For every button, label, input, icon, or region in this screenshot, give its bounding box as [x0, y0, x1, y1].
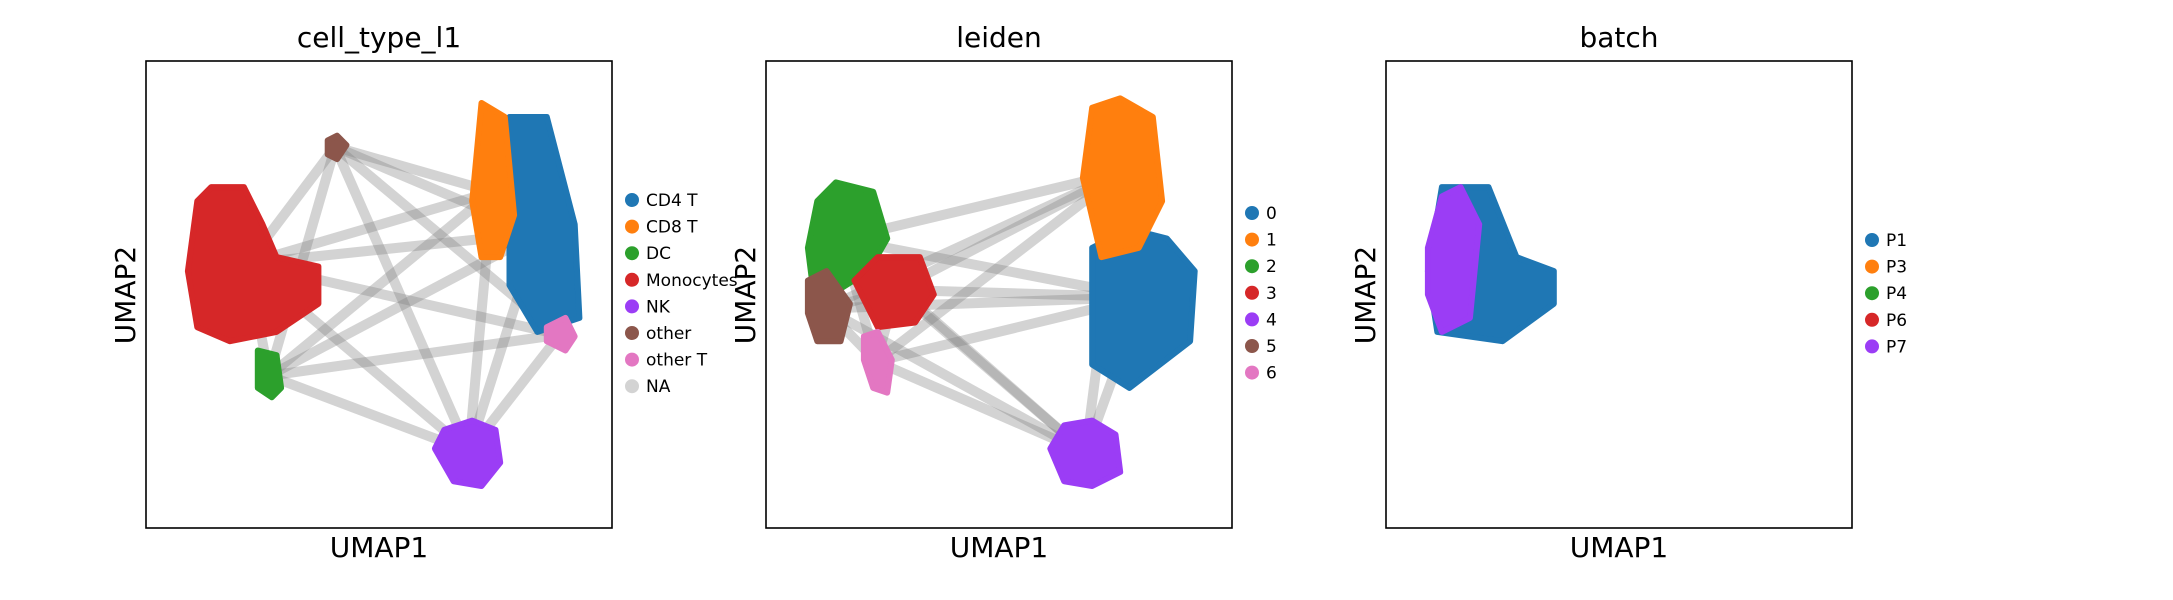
- y-axis-label: UMAP2: [1349, 246, 1382, 345]
- legend-marker: [1865, 339, 1879, 354]
- paga-edge: [265, 187, 496, 380]
- plot-frame: [765, 60, 1233, 529]
- legend-marker: [625, 219, 639, 234]
- cluster-other-t: [543, 314, 578, 354]
- plot-frame: [145, 60, 613, 529]
- legend-marker: [625, 272, 639, 287]
- umap-panel-cell-type-l1: cell_type_l1 UMAP1 UMAP2 CD4 T CD8 T DC Mon…: [109, 21, 738, 564]
- legend-label: 0: [1266, 204, 1277, 224]
- paga-edge: [267, 371, 471, 456]
- paga-edge: [873, 168, 1125, 366]
- plot-frame: [1385, 60, 1853, 529]
- paga-edge: [840, 167, 1123, 244]
- cluster-3: [851, 254, 937, 331]
- plot-area: [184, 100, 583, 489]
- legend: 0 1 2 3 4 5 6: [1245, 204, 1277, 384]
- cluster-1: [1079, 95, 1166, 261]
- legend-marker: [625, 246, 639, 261]
- legend-marker: [1245, 339, 1259, 353]
- legend-label: P1: [1886, 231, 1907, 251]
- legend-label: CD8 T: [646, 218, 698, 238]
- umap-panel-batch: batch UMAP1 UMAP2 P1 P3 P4 P6 P7: [1349, 21, 1907, 564]
- cluster-cd8-t: [469, 100, 518, 261]
- y-axis-label: UMAP2: [109, 246, 142, 345]
- paga-edge: [330, 144, 474, 454]
- cluster-nk: [431, 417, 504, 489]
- legend-marker: [625, 193, 639, 207]
- cluster-dc: [254, 347, 285, 401]
- paga-edge: [268, 329, 561, 381]
- legend-label: Monocytes: [646, 271, 738, 291]
- legend-label: DC: [646, 244, 671, 264]
- umap-panel-leiden: leiden UMAP1 UMAP2 0 1 2 3 4 5 6: [729, 21, 1277, 564]
- legend-marker: [1245, 312, 1259, 327]
- legend-marker: [1865, 259, 1879, 274]
- legend-label: P3: [1886, 258, 1907, 278]
- cluster-6: [860, 328, 895, 396]
- legend-label: 2: [1266, 257, 1277, 277]
- legend-marker: [1245, 232, 1259, 247]
- plot-area: [804, 95, 1198, 489]
- cluster-5: [804, 268, 853, 345]
- legend-label: other T: [646, 351, 708, 371]
- paga-edge: [333, 142, 494, 197]
- legend-marker: [1865, 233, 1879, 247]
- panel-title: cell_type_l1: [297, 21, 461, 54]
- legend-label: NK: [646, 297, 671, 317]
- legend-marker: [625, 352, 639, 367]
- panel-title: batch: [1579, 21, 1658, 54]
- legend: P1 P3 P4 P6 P7: [1865, 231, 1907, 357]
- legend-label: 1: [1266, 231, 1277, 251]
- legend-label: 6: [1266, 364, 1277, 384]
- legend-label: other: [646, 324, 691, 344]
- legend-marker: [625, 299, 639, 314]
- legend-marker: [625, 326, 639, 340]
- legend-marker: [1245, 259, 1259, 274]
- panel-title: leiden: [956, 21, 1042, 54]
- legend-label: NA: [646, 377, 671, 397]
- legend-marker: [1865, 312, 1879, 327]
- legend-marker: [1865, 286, 1879, 301]
- x-axis-label: UMAP1: [330, 531, 429, 564]
- legend-label: 5: [1266, 337, 1277, 357]
- x-axis-label: UMAP1: [1570, 531, 1669, 564]
- legend-label: P6: [1886, 311, 1907, 331]
- legend-label: P4: [1886, 284, 1907, 304]
- y-axis-label: UMAP2: [729, 246, 762, 345]
- legend-marker: [1245, 206, 1259, 220]
- legend: CD4 T CD8 T DC Monocytes NK other other T NA: [625, 191, 738, 397]
- cluster-monocytes: [184, 184, 322, 345]
- legend-marker: [1245, 365, 1259, 380]
- paga-edge: [893, 286, 1089, 457]
- paga-edge: [245, 186, 494, 269]
- legend-marker: [625, 379, 639, 394]
- x-axis-label: UMAP1: [950, 531, 1049, 564]
- legend-label: 4: [1266, 310, 1277, 330]
- legend-label: P7: [1886, 337, 1907, 357]
- legend-marker: [1245, 285, 1259, 300]
- cluster-p7: [1424, 184, 1483, 335]
- legend-label: 3: [1266, 284, 1277, 304]
- cluster-4: [1047, 417, 1124, 489]
- cluster-cd4-t: [506, 114, 583, 335]
- paga-edge: [874, 356, 1088, 458]
- plot-area: [1424, 184, 1557, 345]
- legend-label: CD4 T: [646, 191, 698, 211]
- cluster-other: [324, 132, 350, 163]
